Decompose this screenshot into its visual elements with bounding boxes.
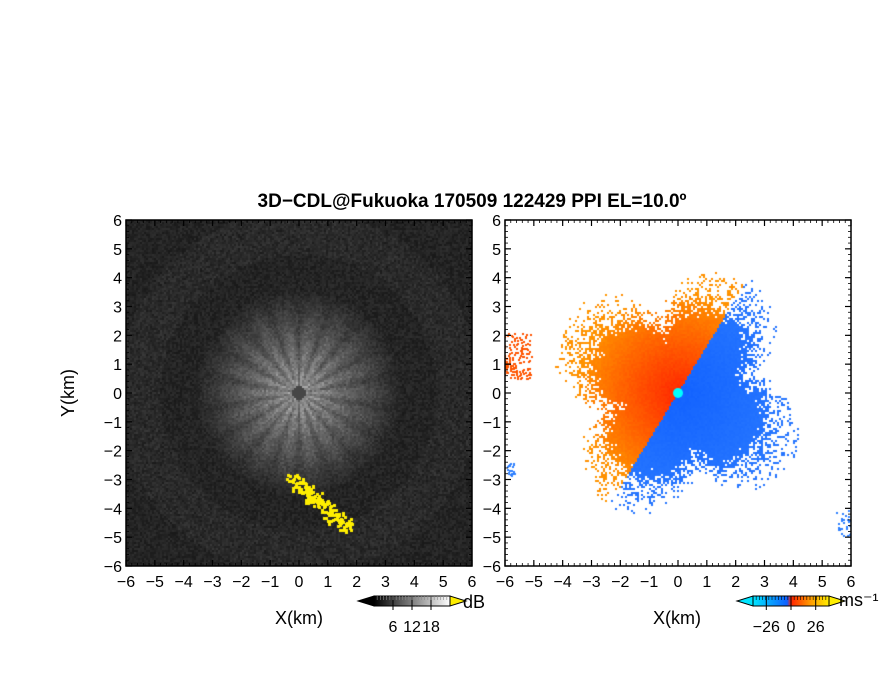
right-y-tick-labels: −6 −5 −4 −3 −2 −1 0 1 2 3 4 5 6 xyxy=(483,213,501,576)
right-colorbar-tick-label: 26 xyxy=(807,619,825,636)
left-x-tick-label: −1 xyxy=(261,574,279,591)
right-x-tick-label: −2 xyxy=(611,574,629,591)
left-x-tick-label: 0 xyxy=(295,574,304,591)
left-y-tick-label: 4 xyxy=(113,271,122,288)
left-colorbar-tick-label: 12 xyxy=(403,619,421,636)
left-y-tick-label: −5 xyxy=(104,530,122,547)
left-x-tick-label: −3 xyxy=(203,574,221,591)
left-x-tick-label: −6 xyxy=(117,574,135,591)
right-y-tick-label: 4 xyxy=(492,271,501,288)
right-x-tick-label: 2 xyxy=(731,574,740,591)
left-y-axis-label: Y(km) xyxy=(58,369,78,417)
left-plot-image-holder xyxy=(126,220,472,566)
right-x-tick-label: −1 xyxy=(640,574,658,591)
left-axis-ticks xyxy=(125,219,473,567)
right-y-tick-label: −3 xyxy=(483,473,501,490)
right-y-tick-label: 6 xyxy=(492,213,501,230)
right-y-tick-label: −5 xyxy=(483,530,501,547)
left-y-tick-label: 1 xyxy=(113,357,122,374)
right-x-tick-label: 4 xyxy=(789,574,798,591)
right-x-tick-label: −5 xyxy=(525,574,543,591)
right-y-tick-label: 0 xyxy=(492,386,501,403)
left-y-tick-label: 6 xyxy=(113,213,122,230)
right-x-tick-labels: −6 −5 −4 −3 −2 −1 0 1 2 3 4 5 6 xyxy=(496,574,856,591)
right-panel: −6 −5 −4 −3 −2 −1 0 1 2 3 4 5 6 −6−5−4−3−2−10123456 … xyxy=(483,213,856,628)
right-y-tick-label: −1 xyxy=(483,415,501,432)
left-colorbar-unit: dB xyxy=(463,592,485,612)
left-x-tick-label: −2 xyxy=(232,574,250,591)
right-y-tick-label: 1 xyxy=(492,357,501,374)
right-x-tick-label: 1 xyxy=(702,574,711,591)
right-colorbar: −26 0 26 ms⁻¹ xyxy=(735,590,879,636)
left-y-tick-label: 3 xyxy=(113,300,122,317)
left-y-tick-label: 5 xyxy=(113,242,122,259)
right-colorbar-unit: ms⁻¹ xyxy=(839,590,879,610)
right-colorbar-ticks: −26 0 26 xyxy=(753,596,827,636)
left-x-tick-label: 2 xyxy=(352,574,361,591)
left-x-tick-label: 5 xyxy=(439,574,448,591)
left-colorbar-under-arrow xyxy=(356,595,375,607)
left-x-axis-label: X(km) xyxy=(275,608,323,628)
left-colorbar-tick-label: 18 xyxy=(422,619,440,636)
left-colorbar-tick-label: 6 xyxy=(389,619,398,636)
right-y-tick-label: 2 xyxy=(492,328,501,345)
left-x-tick-label: 6 xyxy=(468,574,477,591)
left-y-tick-label: −2 xyxy=(104,444,122,461)
left-y-tick-labels: −6 −5 −4 −3 −2 −1 0 1 2 3 4 5 6 xyxy=(104,213,122,576)
right-x-tick-label: −3 xyxy=(582,574,600,591)
left-x-tick-label: 4 xyxy=(410,574,419,591)
right-colorbar-tick-label: 0 xyxy=(787,619,796,636)
left-x-tick-label: −4 xyxy=(175,574,193,591)
right-x-tick-label: −6 xyxy=(496,574,514,591)
right-plot-image-holder xyxy=(505,220,851,566)
figure-title: 3D−CDL@Fukuoka 170509 122429 PPI EL=10.0… xyxy=(258,191,687,212)
left-x-tick-label: 1 xyxy=(323,574,332,591)
left-x-tick-labels: −6 −5 −4 −3 −2 −1 0 1 2 3 4 5 6 xyxy=(117,574,477,591)
left-x-tick-label: −5 xyxy=(146,574,164,591)
left-colorbar-over-arrow xyxy=(449,595,468,607)
right-y-tick-label: 5 xyxy=(492,242,501,259)
right-colorbar-over-arrow xyxy=(828,595,847,607)
right-x-tick-label: −4 xyxy=(554,574,572,591)
right-x-tick-label: 6 xyxy=(847,574,856,591)
left-colorbar-ticks: 6 12 18 xyxy=(376,596,448,636)
left-y-tick-label: −3 xyxy=(104,473,122,490)
right-axis-ticks xyxy=(504,219,852,567)
right-x-tick-label: 3 xyxy=(760,574,769,591)
left-panel: −6 −5 −4 −3 −2 −1 0 1 2 3 4 5 6 −6−5−4−3−2−10123456 … xyxy=(58,213,477,628)
right-x-tick-label: 5 xyxy=(818,574,827,591)
left-y-tick-label: 0 xyxy=(113,386,122,403)
left-y-tick-label: 2 xyxy=(113,328,122,345)
right-y-tick-label: −6 xyxy=(483,559,501,576)
right-y-tick-label: −2 xyxy=(483,444,501,461)
right-colorbar-under-arrow xyxy=(735,595,754,607)
right-heatmap xyxy=(505,220,851,566)
right-x-tick-label: 0 xyxy=(674,574,683,591)
left-colorbar: 6 12 18 dB xyxy=(356,592,485,636)
right-colorbar-tick-label: −26 xyxy=(753,619,780,636)
right-y-tick-label: 3 xyxy=(492,300,501,317)
right-y-tick-label: −4 xyxy=(483,501,501,518)
right-x-axis-label: X(km) xyxy=(653,608,701,628)
left-y-tick-label: −1 xyxy=(104,415,122,432)
left-x-tick-label: 3 xyxy=(381,574,390,591)
left-heatmap xyxy=(126,220,472,566)
left-y-tick-label: −4 xyxy=(104,501,122,518)
left-y-tick-label: −6 xyxy=(104,559,122,576)
